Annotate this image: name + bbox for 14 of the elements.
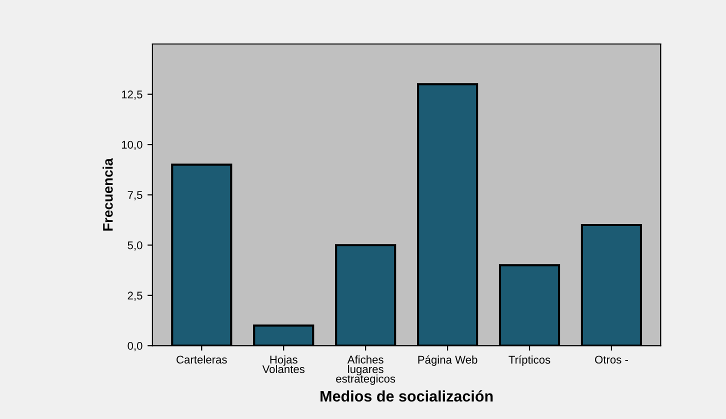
- x-tick-label: Carteleras: [176, 355, 227, 364]
- x-tick-label: Afiches lugares estrategicos: [336, 355, 396, 385]
- y-tick-label: 7,5: [128, 191, 142, 200]
- x-tick-label: Página Web: [418, 355, 478, 366]
- y-tick-label: 5,0: [128, 241, 142, 251]
- y-tick-label: 2,5: [128, 292, 142, 301]
- x-axis-title: Medios de socialización: [320, 390, 493, 402]
- y-tick-label: 10,0: [122, 140, 142, 150]
- y-tick-label: 0,0: [128, 342, 142, 352]
- y-tick-label: 12,5: [122, 90, 142, 100]
- x-tick-label: Trípticos: [508, 355, 550, 366]
- x-tick-label: Otros -: [595, 356, 628, 364]
- x-tick-label: Hojas Volantes: [262, 355, 305, 374]
- y-axis-title: Frecuencia: [102, 158, 113, 231]
